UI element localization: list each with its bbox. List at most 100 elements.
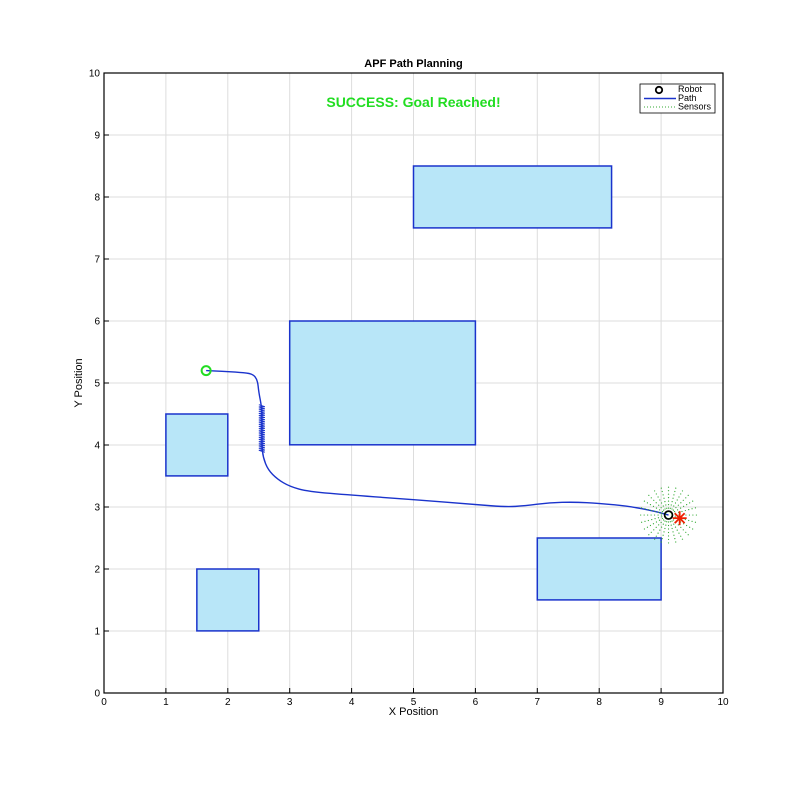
sensor-dot [652,505,655,507]
sensor-dot [695,514,697,516]
sensor-dot [655,493,657,495]
sensor-dot [647,509,649,511]
y-tick-labels: 0 1 2 3 4 5 6 7 8 9 10 [89,69,109,700]
sensor-dot [661,538,663,540]
sensor-dot [672,531,674,533]
sensor-dot [667,531,670,534]
sensor-dot [688,509,690,511]
sensor-dot [650,531,652,533]
sensor-dot [660,526,663,528]
sensor-dot [684,518,686,521]
sensor-dot [661,490,663,493]
sensor-dot [666,507,668,509]
legend-robot-label: Robot [678,84,703,94]
sensor-dot [654,538,656,540]
x-tick-label: 1 [163,697,169,708]
sensor-dot [665,524,667,526]
sensor-dot [662,534,664,536]
sensor-dot [654,490,656,492]
sensor-dot [663,509,665,511]
sensor-dot [667,493,670,495]
sensor-dot [654,510,656,513]
markers-layer [200,365,697,544]
x-tick-label: 5 [411,697,417,708]
sensor-dot [655,526,657,528]
sensor-dot [691,508,693,510]
x-tick-label: 7 [535,697,541,708]
sensor-dot [672,497,674,499]
sensor-dot [692,528,694,530]
sensor-dot [678,496,680,498]
sensor-dot [650,497,652,499]
sensor-dot [680,502,682,504]
legend-robot-marker [654,85,664,95]
sensor-dot [649,524,652,527]
sensor-dot [648,494,650,496]
sensor-dot [681,510,683,513]
sensor-dot [685,514,687,516]
sensor-dot [674,490,676,493]
sensor-dot [667,535,670,537]
x-tick-label: 6 [473,697,479,708]
status-text: SUCCESS: Goal Reached! [326,94,500,110]
sensor-dot [667,521,670,523]
sensor-dot [683,505,685,507]
sensor-dot [667,500,670,502]
sensor-dot [654,514,656,516]
y-tick-label: 5 [94,379,100,390]
sensor-dot [674,502,677,504]
x-tick-labels: 0 1 2 3 4 5 6 7 8 9 10 [101,688,729,708]
sensor-dot [672,519,675,521]
sensor-dot [665,504,667,506]
sensor-dot [663,497,665,499]
sensor-dot [662,523,664,525]
sensor-dot [681,538,684,540]
sensor-dot [667,528,670,530]
sensor-dot [651,518,653,521]
legend-sensors-label: Sensors [678,102,712,112]
sensor-dot [694,521,697,523]
path-oscillation [258,404,266,453]
sensor-dot [657,517,660,519]
sensor-dot [684,509,686,512]
sensor-dot [662,505,664,507]
sensor-dot [675,541,677,543]
sensor-dot [662,494,664,496]
sensor-dot [660,521,662,524]
sensor-dot [664,520,666,522]
y-tick-label: 8 [94,193,100,204]
sensor-dot [692,500,694,502]
sensor-dot [677,504,679,506]
sensor-dot [658,519,661,521]
sensor-dot [667,490,670,492]
sensor-dot [663,519,665,521]
sensor-dot [676,509,679,511]
sensor-dot [643,514,645,516]
sensor-dot [686,504,688,506]
sensor-dot [673,534,675,536]
sensor-dot [670,504,672,506]
goal-marker [674,512,686,524]
y-tick-label: 3 [94,503,100,514]
sensor-dot [658,524,660,526]
sensor-dot [671,501,673,503]
sensor-dot [657,496,659,498]
sensor-dot [649,504,652,506]
sensor-dot [673,505,675,507]
sensor-dot [653,499,655,501]
y-tick-label: 1 [94,627,100,638]
obstacle-rect [288,320,477,446]
sensor-dot [655,502,657,504]
sensor-dot [680,493,682,495]
sensor-dot [685,531,687,533]
sensor-dot [640,514,642,516]
sensor-dot [657,511,660,513]
sensor-dot [687,494,689,496]
sensor-dot [682,499,684,501]
sensor-dot [674,516,676,518]
x-tick-label: 0 [101,697,107,708]
sensor-dot [694,507,697,509]
sensor-dot [646,526,649,528]
sensor-dot [680,526,682,528]
x-tick-label: 2 [225,697,231,708]
